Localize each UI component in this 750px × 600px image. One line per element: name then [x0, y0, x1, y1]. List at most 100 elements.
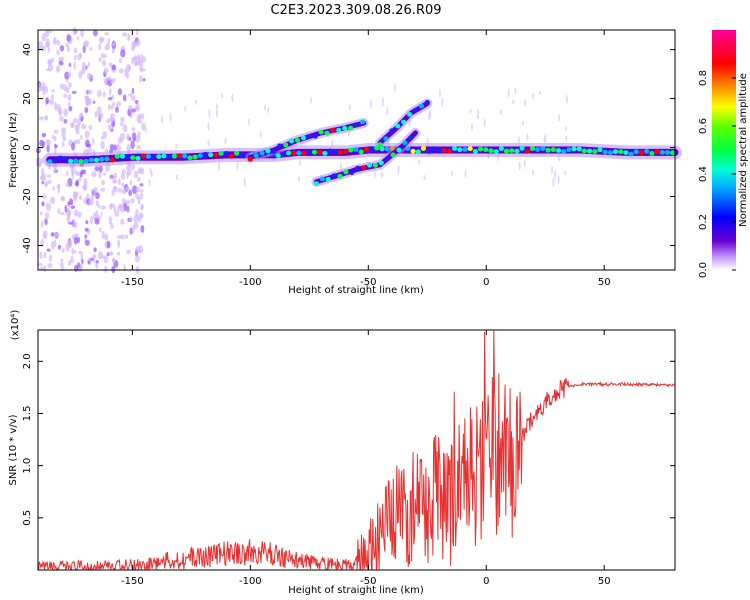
noise-blob — [86, 72, 92, 80]
trace-blob — [431, 146, 437, 152]
trace-blob — [618, 149, 624, 155]
trace-blob — [649, 151, 655, 156]
noise-blob — [139, 183, 144, 187]
trace-blob — [325, 176, 331, 182]
trace-blob — [566, 147, 572, 153]
snr-plot-area — [38, 330, 675, 570]
trace-blob — [348, 147, 354, 153]
noise-blob — [544, 133, 547, 143]
noise-blob — [136, 145, 141, 150]
noise-blob — [557, 175, 560, 185]
noise-blob — [150, 170, 153, 178]
trace-blob — [330, 127, 336, 133]
noise-blob — [552, 177, 555, 188]
trace-blob — [68, 158, 74, 164]
noise-blob — [45, 97, 49, 105]
noise-blob — [95, 192, 100, 200]
noise-blob — [110, 104, 114, 110]
noise-blob — [109, 251, 113, 256]
snr-y-tick-label: 1.5 — [22, 406, 33, 422]
trace-blob — [358, 149, 364, 155]
noise-blob — [381, 96, 384, 107]
noise-blob — [122, 94, 127, 102]
noise-blob — [88, 197, 94, 206]
trace-blob — [540, 146, 546, 151]
noise-blob — [507, 88, 510, 98]
noise-blob — [128, 189, 133, 197]
noise-blob — [51, 240, 55, 250]
noise-blob — [161, 115, 163, 124]
noise-blob — [74, 221, 78, 229]
trace-blob — [503, 148, 510, 154]
noise-blob — [68, 81, 72, 88]
snr-y-tick-label: 0.5 — [22, 510, 33, 526]
figure-title: C2E3.2023.309.08.26.R09 — [270, 3, 441, 18]
noise-blob — [87, 89, 93, 95]
noise-blob — [42, 233, 48, 240]
trace-blob — [402, 140, 408, 146]
noise-blob — [74, 124, 78, 131]
noise-blob — [243, 177, 246, 187]
noise-blob — [47, 63, 54, 72]
noise-blob — [111, 48, 115, 54]
noise-blob — [134, 99, 139, 104]
noise-blob — [98, 227, 102, 232]
trace-blob — [363, 146, 369, 152]
noise-blob — [111, 94, 115, 99]
noise-blob — [71, 247, 75, 255]
noise-blob — [57, 208, 61, 215]
noise-blob — [95, 200, 99, 207]
trace-blob — [612, 149, 619, 155]
spectrogram-x-tick-label: -50 — [360, 277, 376, 288]
noise-blob — [67, 260, 72, 266]
trace-blob — [353, 122, 360, 127]
noise-blob — [87, 260, 91, 264]
trace-blob — [234, 151, 240, 156]
trace-blob — [372, 162, 378, 168]
noise-blob — [111, 64, 116, 71]
trace-blob — [384, 146, 390, 152]
spectrogram-x-tick-label: -150 — [121, 277, 144, 288]
noise-blob — [451, 170, 454, 177]
trace-blob — [555, 148, 562, 153]
noise-blob — [74, 181, 79, 187]
trace-blob — [576, 146, 582, 152]
noise-blob — [135, 186, 141, 193]
trace-blob — [628, 151, 634, 157]
noise-blob — [80, 112, 83, 118]
noise-blob — [207, 139, 210, 147]
trace-blob — [78, 159, 84, 164]
noise-blob — [134, 61, 140, 67]
noise-blob — [104, 149, 109, 153]
noise-blob — [126, 144, 131, 153]
noise-blob — [141, 122, 146, 131]
trace-blob — [88, 157, 94, 163]
noise-blob — [526, 133, 529, 142]
trace-blob — [317, 149, 323, 155]
trace-blob — [483, 147, 489, 153]
noise-blob — [43, 251, 47, 259]
noise-blob — [56, 49, 60, 56]
spectrogram-noise — [35, 27, 568, 275]
noise-blob — [104, 233, 109, 241]
noise-blob — [120, 234, 125, 240]
trace-blob — [104, 156, 110, 162]
noise-blob — [121, 169, 126, 174]
noise-blob — [44, 181, 48, 188]
noise-blob — [112, 257, 116, 263]
noise-blob — [107, 103, 111, 111]
noise-blob — [108, 62, 113, 68]
noise-blob — [50, 196, 56, 205]
noise-blob — [100, 140, 105, 150]
noise-blob — [94, 111, 98, 118]
noise-blob — [130, 140, 135, 149]
noise-blob — [45, 202, 51, 212]
noise-blob — [58, 116, 64, 122]
noise-blob — [62, 136, 67, 141]
trace-blob — [488, 148, 494, 154]
noise-blob — [50, 93, 54, 100]
snr-x-ticks: -150 -100 -50 0 50 — [121, 330, 611, 587]
noise-blob — [77, 211, 82, 218]
noise-blob — [99, 37, 105, 42]
trace-blob — [135, 155, 141, 161]
